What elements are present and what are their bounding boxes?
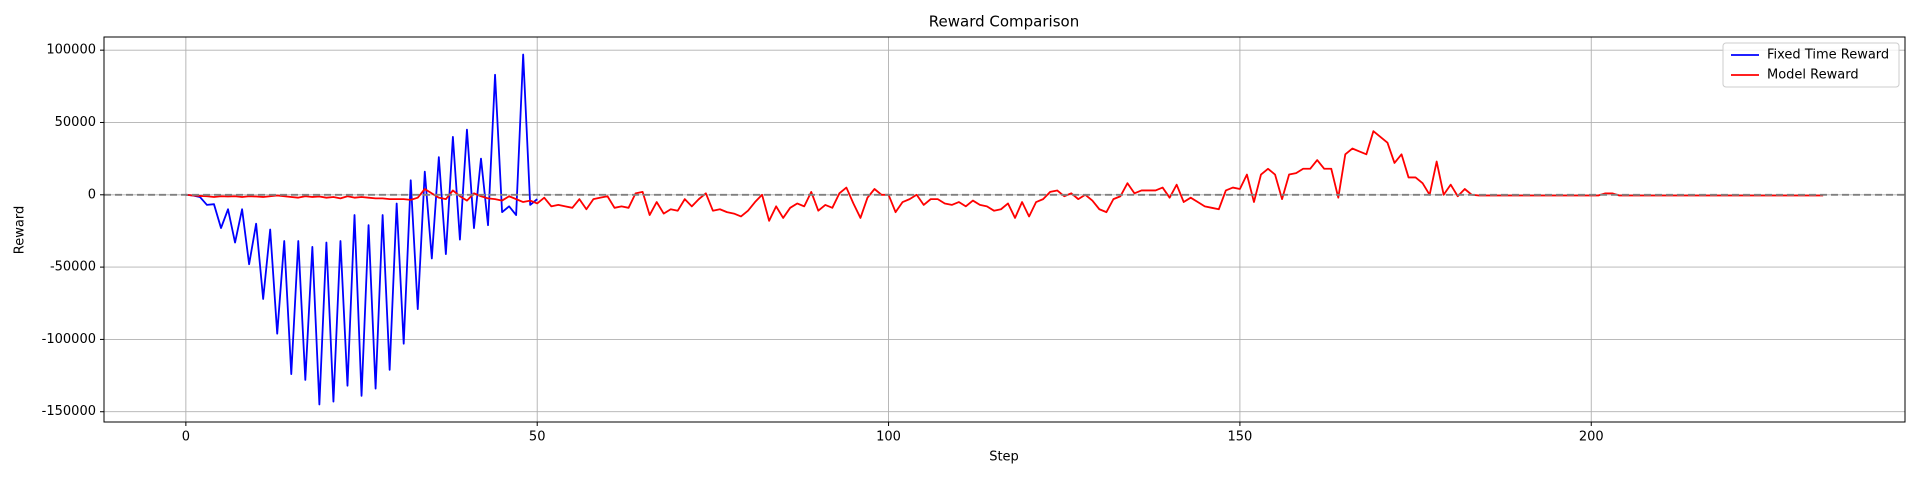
line-series — [185, 53, 538, 406]
legend-label: Fixed Time Reward — [1767, 48, 1889, 63]
y-tick-label: -150000 — [42, 404, 96, 419]
legend: Fixed Time Reward Model Reward — [1722, 42, 1900, 88]
legend-box — [1722, 42, 1900, 88]
y-tick-label: 0 — [88, 187, 96, 202]
x-tick-label: 50 — [529, 430, 546, 445]
x-tick-label: 200 — [1579, 430, 1604, 445]
x-tick-label: 0 — [182, 430, 190, 445]
x-tick-label: 100 — [876, 430, 901, 445]
chart-title: Reward Comparison — [929, 13, 1079, 31]
x-tick-label: 150 — [1227, 430, 1252, 445]
y-tick-label: 100000 — [46, 43, 96, 58]
legend-label: Model Reward — [1767, 68, 1859, 83]
x-axis-label: Step — [989, 450, 1019, 465]
y-tick-label: -50000 — [50, 260, 96, 275]
y-tick-label: 50000 — [55, 115, 96, 130]
plot-frame — [103, 36, 1906, 423]
y-tick-label: -100000 — [42, 332, 96, 347]
y-axis-label: Reward — [13, 206, 28, 254]
